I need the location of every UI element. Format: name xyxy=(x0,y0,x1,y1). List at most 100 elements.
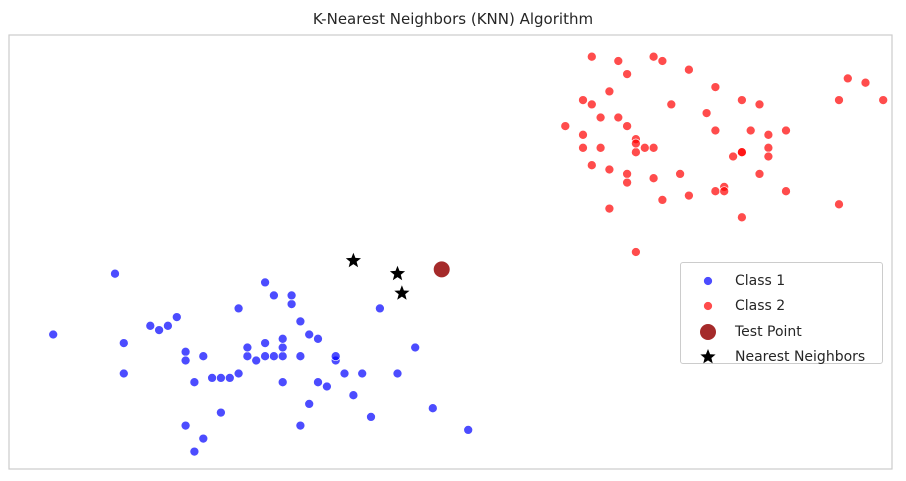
legend: Class 1 Class 2 Test Point Nearest Neigh… xyxy=(680,262,883,365)
legend-entry-class-2: Class 2 xyxy=(693,294,882,320)
point-test-point-0 xyxy=(433,261,450,278)
point-class-1-18 xyxy=(260,351,270,362)
point-class-1-28 xyxy=(304,399,315,409)
point-class-1-3 xyxy=(118,368,129,379)
point-class-1-14 xyxy=(233,303,244,314)
point-class-1-51 xyxy=(330,351,341,362)
point-class-1-33 xyxy=(180,420,191,431)
point-class-1-52 xyxy=(269,290,279,301)
point-class-1-2 xyxy=(118,338,129,348)
point-class-2-47 xyxy=(842,73,853,84)
point-class-2-35 xyxy=(586,160,597,171)
point-class-2-36 xyxy=(578,142,588,153)
point-class-2-40 xyxy=(710,186,721,197)
point-class-1-0 xyxy=(48,329,59,340)
legend-entry-test-point: Test Point xyxy=(693,319,882,345)
point-class-2-27 xyxy=(728,151,738,162)
point-class-2-34 xyxy=(622,169,632,179)
point-class-1-40 xyxy=(348,390,359,401)
point-class-1-5 xyxy=(163,320,173,331)
legend-marker-class-1 xyxy=(693,271,723,291)
point-class-2-5 xyxy=(622,69,632,79)
point-class-2-24 xyxy=(781,125,791,136)
point-class-1-19 xyxy=(260,277,270,288)
chart-title: K-Nearest Neighbors (KNN) Algorithm xyxy=(312,10,594,28)
point-nearest-neighbors-2 xyxy=(394,285,410,300)
point-class-2-1 xyxy=(613,56,624,66)
point-class-2-39 xyxy=(684,190,694,201)
point-class-2-52 xyxy=(631,138,641,149)
point-class-1-21 xyxy=(277,351,288,362)
point-class-1-36 xyxy=(295,420,306,431)
point-class-2-29 xyxy=(754,169,765,179)
point-class-1-29 xyxy=(313,377,323,388)
point-class-2-23 xyxy=(763,129,774,140)
plot-frame xyxy=(8,34,893,470)
point-class-1-9 xyxy=(180,355,191,366)
point-class-2-37 xyxy=(622,177,632,188)
point-class-1-47 xyxy=(242,342,253,353)
point-class-1-22 xyxy=(286,299,297,309)
point-class-2-43 xyxy=(781,186,791,197)
legend-label-test-point: Test Point xyxy=(735,323,802,340)
point-class-2-45 xyxy=(631,247,641,257)
point-class-1-39 xyxy=(357,368,368,379)
point-class-2-46 xyxy=(834,199,844,210)
point-class-1-8 xyxy=(180,346,191,357)
point-class-2-48 xyxy=(834,95,844,105)
legend-entry-nearest-neighbors: Nearest Neighbors xyxy=(693,345,882,371)
point-class-1-38 xyxy=(339,368,350,379)
point-class-1-37 xyxy=(313,333,323,344)
point-class-1-7 xyxy=(145,320,156,331)
legend-label-class-1: Class 1 xyxy=(735,272,786,289)
point-class-1-41 xyxy=(375,303,385,314)
point-class-2-0 xyxy=(586,51,597,62)
point-class-1-50 xyxy=(277,333,288,344)
point-class-2-32 xyxy=(648,173,659,184)
point-class-2-28 xyxy=(763,151,774,162)
point-class-1-43 xyxy=(392,368,403,379)
point-class-2-19 xyxy=(710,82,721,92)
point-class-2-14 xyxy=(622,121,632,131)
point-class-2-18 xyxy=(701,108,712,118)
point-class-2-16 xyxy=(648,142,659,153)
point-class-1-4 xyxy=(154,325,164,335)
point-class-2-13 xyxy=(595,142,606,153)
point-class-2-38 xyxy=(657,195,668,205)
point-class-2-25 xyxy=(763,142,774,153)
legend-label-nearest-neighbors: Nearest Neighbors xyxy=(735,349,866,366)
point-class-2-9 xyxy=(613,112,624,123)
point-class-1-13 xyxy=(224,373,235,383)
point-class-1-12 xyxy=(216,373,226,383)
point-class-2-17 xyxy=(666,99,677,110)
point-class-2-22 xyxy=(745,125,756,136)
point-class-1-16 xyxy=(242,351,253,362)
point-class-2-44 xyxy=(604,203,615,214)
point-class-2-41 xyxy=(719,186,730,197)
point-class-2-3 xyxy=(657,56,668,66)
point-class-1-42 xyxy=(366,412,376,422)
point-class-1-23 xyxy=(295,316,306,327)
point-class-1-34 xyxy=(198,433,209,444)
point-class-1-26 xyxy=(277,377,288,388)
point-nearest-neighbors-0 xyxy=(345,252,361,268)
point-class-2-11 xyxy=(560,121,571,131)
point-class-1-10 xyxy=(189,377,200,388)
point-class-2-8 xyxy=(586,99,597,110)
point-class-1-11 xyxy=(207,373,217,383)
point-class-1-17 xyxy=(251,355,262,366)
point-class-1-32 xyxy=(216,407,226,418)
point-class-2-31 xyxy=(675,169,685,179)
point-nearest-neighbors-1 xyxy=(389,265,406,281)
point-class-1-48 xyxy=(277,342,288,353)
point-class-2-53 xyxy=(710,125,721,136)
point-class-2-49 xyxy=(860,77,871,88)
point-class-2-33 xyxy=(631,147,641,158)
legend-marker-nearest-neighbors xyxy=(693,347,723,367)
legend-label-class-2: Class 2 xyxy=(735,298,786,315)
point-class-1-44 xyxy=(410,342,421,353)
point-class-1-53 xyxy=(198,351,209,362)
point-class-1-6 xyxy=(171,312,182,322)
point-class-1-46 xyxy=(463,425,474,435)
